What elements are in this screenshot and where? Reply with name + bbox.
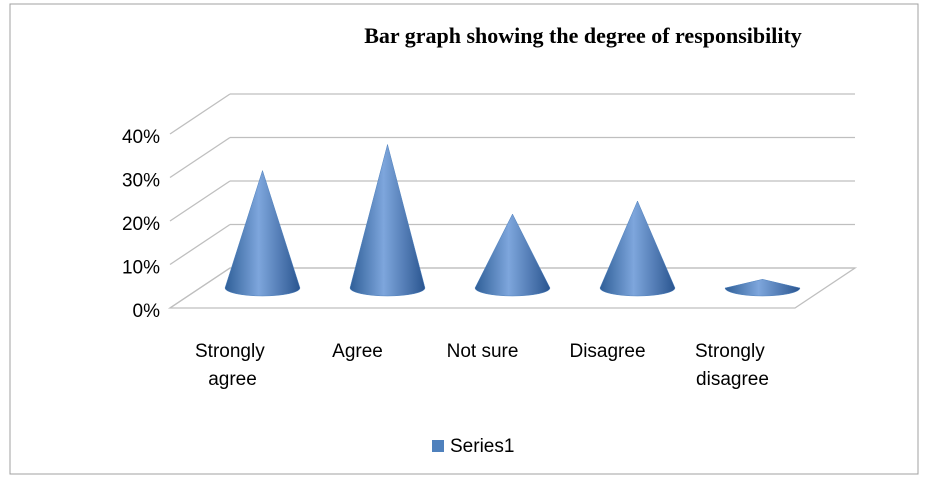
cone <box>474 213 551 297</box>
chart-title: Bar graph showing the degree of responsi… <box>364 23 802 48</box>
cone-body <box>724 279 801 297</box>
cone <box>599 200 676 297</box>
grid-line <box>169 136 231 179</box>
cone-body <box>599 200 676 297</box>
y-tick-label: 40% <box>122 127 160 148</box>
y-tick-label: 0% <box>133 301 161 322</box>
x-tick-line: Strongly <box>695 341 770 362</box>
y-tick-label: 20% <box>122 214 160 235</box>
cone-body <box>474 213 551 297</box>
x-tick-label: Not sure <box>447 341 519 362</box>
grid-line <box>169 93 231 135</box>
y-tick-label: 30% <box>122 171 160 192</box>
cone-body <box>349 143 426 297</box>
chart-frame <box>9 3 919 475</box>
x-tick-label: Strongly disagree <box>695 341 770 390</box>
x-tick-line: agree <box>208 369 257 390</box>
x-tick-line: disagree <box>696 369 769 390</box>
legend-label: Series1 <box>450 436 514 457</box>
x-tick-label: Strongly agree <box>195 341 270 390</box>
x-tick-label: Agree <box>332 341 383 362</box>
x-tick-label: Disagree <box>569 341 645 362</box>
cone-body <box>224 169 301 297</box>
x-tick-line: Strongly <box>195 341 270 362</box>
grid-line <box>169 223 231 266</box>
cone <box>224 169 301 297</box>
grid-line <box>169 180 231 222</box>
legend-swatch <box>432 440 444 452</box>
cone <box>724 279 801 297</box>
cone <box>349 143 426 297</box>
y-tick-label: 10% <box>122 258 160 279</box>
grid-line <box>169 267 231 309</box>
